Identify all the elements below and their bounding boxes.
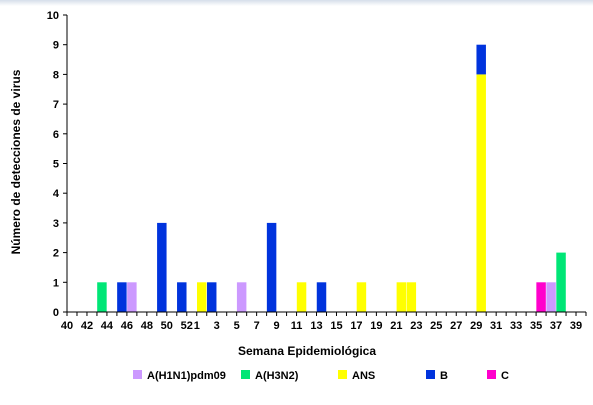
bar-ans-week-17	[356, 282, 367, 312]
x-tick-label: 1	[194, 320, 200, 332]
y-tick-label: 4	[53, 188, 60, 200]
top-edge-shade	[0, 0, 593, 6]
y-axis-title: Número de detecciones de virus	[9, 69, 23, 254]
x-tick-label: 25	[430, 320, 442, 332]
x-tick-label: 3	[214, 320, 220, 332]
x-tick-label: 50	[161, 320, 173, 332]
bar-b-week-29	[476, 44, 486, 75]
legend-swatch-a-h1n1-pdm09	[133, 370, 142, 379]
bar-ans-week-22	[406, 282, 417, 312]
legend-label: C	[501, 370, 509, 382]
x-tick-label: 42	[81, 320, 93, 332]
bar-c-week-35	[536, 282, 546, 312]
y-tick-label: 8	[53, 69, 59, 81]
bar-a-h1n1-pdm09-week-36	[546, 282, 556, 312]
legend-swatch-ans	[338, 370, 347, 379]
bar-ans-week-1	[197, 282, 207, 312]
y-tick-label: 2	[53, 248, 59, 260]
bar-a-h3n2--week-37	[556, 252, 566, 312]
y-tick-label: 1	[53, 277, 59, 289]
bar-b-week-8	[266, 222, 277, 312]
legend-swatch-b	[426, 370, 435, 379]
bars-layer	[97, 44, 566, 313]
y-tick-label: 10	[47, 10, 59, 22]
bar-b-week-2	[206, 282, 217, 312]
bar-b-week-45	[117, 282, 127, 312]
legend: A(H1N1)pdm09 A(H3N2) ANS B C	[133, 370, 509, 382]
bar-a-h3n2--week-43	[97, 282, 107, 312]
legend-label: ANS	[352, 370, 375, 382]
x-tick-label: 11	[291, 320, 303, 332]
x-tick-label: 44	[101, 320, 114, 332]
x-tick-label: 46	[121, 320, 133, 332]
x-axis-title: Semana Epidemiológica	[238, 344, 376, 358]
legend-swatch-a-h3n2-	[241, 370, 250, 379]
y-tick-label: 0	[53, 307, 59, 319]
x-tick-label: 33	[510, 320, 522, 332]
y-tick-label: 5	[53, 159, 59, 171]
bar-ans-week-29	[476, 74, 486, 313]
x-tick-label: 35	[530, 320, 542, 332]
x-tick-label: 31	[490, 320, 502, 332]
y-tick-label: 3	[53, 218, 59, 230]
x-tick-label: 7	[254, 320, 260, 332]
y-tick-label: 6	[53, 129, 59, 141]
x-tick-label: 39	[570, 320, 582, 332]
x-tick-label: 5	[234, 320, 240, 332]
x-tick-label: 13	[310, 320, 322, 332]
x-tick-label: 48	[141, 320, 153, 332]
x-tick-label: 21	[390, 320, 402, 332]
bar-a-h1n1-pdm09-week-46	[127, 282, 137, 312]
y-tick-label: 7	[53, 99, 59, 111]
x-tick-label: 29	[470, 320, 482, 332]
x-tick-label: 9	[274, 320, 280, 332]
bar-ans-week-21	[396, 282, 407, 312]
x-tick-label: 15	[330, 320, 342, 332]
x-tick-label: 52	[181, 320, 193, 332]
bar-ans-week-11	[296, 282, 307, 312]
x-tick-label: 19	[370, 320, 382, 332]
bar-b-week-51	[177, 282, 187, 312]
legend-label: B	[440, 370, 448, 382]
x-tick-label: 40	[61, 320, 73, 332]
legend-label: A(H3N2)	[255, 370, 299, 382]
bar-a-h1n1-pdm09-week-5	[236, 282, 247, 312]
bar-b-week-13	[316, 282, 327, 312]
legend-label: A(H1N1)pdm09	[147, 370, 226, 382]
legend-swatch-c	[487, 370, 496, 379]
y-tick-label: 9	[53, 40, 59, 52]
x-tick-label: 27	[450, 320, 462, 332]
bar-b-week-49	[157, 222, 167, 312]
x-tick-label: 23	[410, 320, 422, 332]
x-tick-label: 37	[550, 320, 562, 332]
x-tick-label: 17	[350, 320, 362, 332]
